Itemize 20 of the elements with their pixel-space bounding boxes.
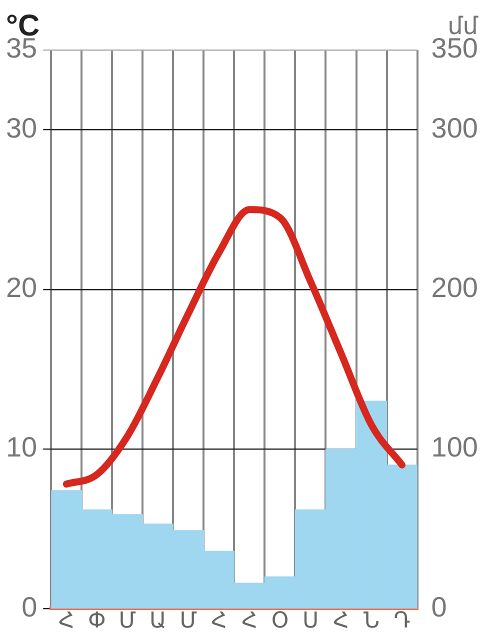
y2-tick-label: 100 (431, 432, 478, 463)
x-tick-label: Հ (58, 608, 74, 634)
y-tick-label: 0 (22, 591, 38, 622)
x-tick-label: Ս (302, 608, 319, 634)
x-tick-label: Օ (271, 608, 289, 634)
x-tick-label: Հ (333, 608, 349, 634)
y2-tick-label: 300 (431, 112, 478, 144)
x-tick-label: Ա (150, 608, 166, 634)
y-tick-label: 10 (6, 432, 38, 463)
x-tick-label: Հ (242, 608, 258, 634)
y2-tick-label: 0 (431, 591, 447, 622)
x-tick-label: Դ (394, 608, 410, 634)
x-tick-label: Մ (118, 608, 136, 634)
y2-tick-label: 200 (431, 272, 478, 304)
y-tick-label: 20 (6, 272, 38, 304)
x-tick-label: Ն (363, 608, 380, 634)
y-tick-label: 30 (6, 112, 38, 144)
x-tick-label: Մ (180, 608, 198, 634)
x-tick-label: Փ (88, 608, 106, 634)
x-tick-label: Հ (211, 608, 227, 634)
